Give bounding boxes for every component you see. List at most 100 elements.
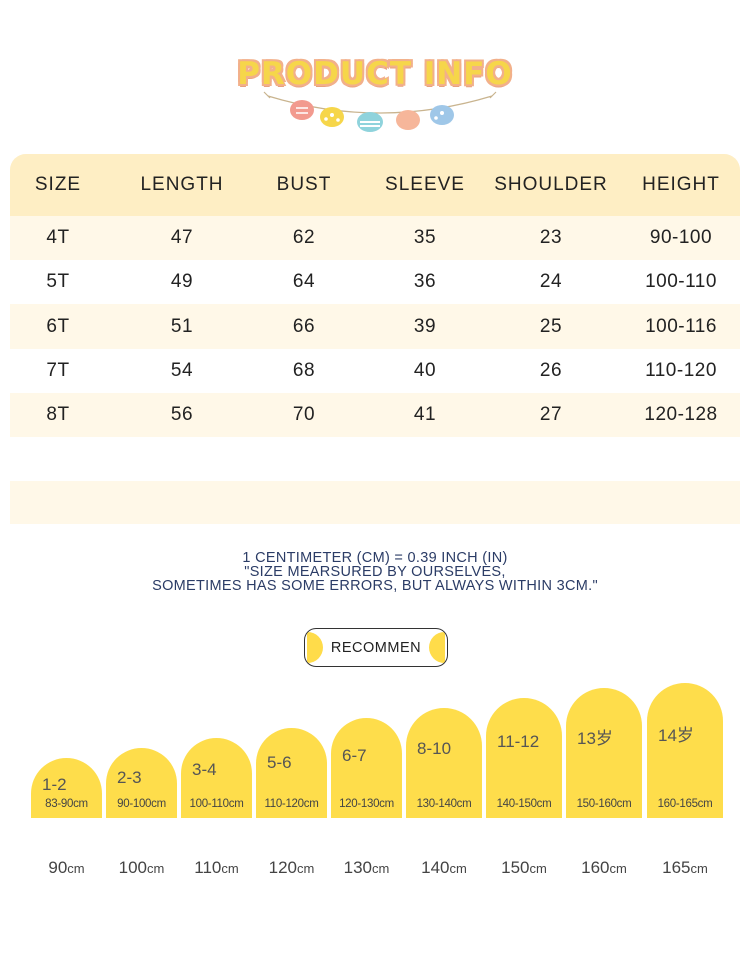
cell-size: 5T (46, 271, 70, 293)
height-range-label: 110-120cm (264, 798, 319, 810)
table-row: 7T 54 68 40 26 110-120 (10, 348, 740, 394)
cell-length: 51 (170, 315, 194, 337)
height-card: 8-10 130-140cm (406, 708, 482, 818)
conversion-note: 1 CENTIMETER (CM) = 0.39 INCH (IN) (242, 550, 508, 566)
height-value: 110 (194, 858, 222, 877)
cell-bust: 70 (292, 404, 316, 426)
cell-height: 110-120 (645, 359, 717, 381)
age-label: 11-12 (497, 731, 540, 751)
age-label: 2-3 (117, 767, 142, 787)
age-label: 5-6 (267, 753, 292, 773)
column-header-size: SIZE (34, 174, 82, 195)
age-label: 1-2 (42, 774, 67, 794)
cell-shoulder: 23 (539, 227, 563, 249)
height-range-label: 140-150cm (496, 798, 552, 810)
cell-size: 7T (46, 359, 70, 381)
table-row: 5T 49 64 36 24 100-110 (10, 260, 740, 305)
height-value: 100 (118, 858, 148, 877)
height-value-label: 160cm (566, 858, 642, 878)
cell-size: 6T (46, 315, 70, 337)
height-range-label: 150-160cm (576, 798, 632, 810)
cell-size: 4T (46, 227, 70, 249)
recommend-label: RECOMMEN (330, 639, 422, 656)
height-unit: cm (529, 861, 547, 876)
height-range-label: 83-90cm (45, 798, 88, 810)
height-unit: cm (372, 861, 390, 876)
height-card: 5-6 110-120cm (256, 728, 327, 818)
badge-left-cap (307, 632, 323, 663)
table-row: 8T 56 70 41 27 120-128 (10, 392, 740, 438)
height-value-label: 140cm (406, 858, 482, 878)
height-value-label: 165cm (647, 858, 723, 878)
column-header-length: LENGTH (140, 174, 224, 195)
cell-length: 54 (170, 359, 194, 381)
cell-height: 120-128 (644, 404, 718, 426)
height-card: 13岁 150-160cm (566, 688, 642, 818)
column-header-height: HEIGHT (642, 174, 720, 195)
cell-bust: 64 (292, 271, 316, 293)
cell-sleeve: 39 (413, 315, 437, 337)
height-card: 2-3 90-100cm (106, 748, 177, 818)
height-card: 11-12 140-150cm (486, 698, 562, 818)
cell-length: 47 (170, 227, 194, 249)
height-card: 14岁 160-165cm (647, 683, 723, 818)
cell-bust: 68 (292, 359, 316, 381)
empty-row (10, 481, 740, 524)
age-label: 6-7 (342, 746, 367, 765)
empty-row (10, 437, 740, 482)
cell-sleeve: 40 (413, 359, 437, 381)
age-label: 14岁 (658, 725, 694, 745)
height-card: 6-7 120-130cm (331, 718, 402, 818)
height-unit: cm (67, 861, 85, 876)
height-range-label: 90-100cm (117, 798, 166, 810)
cell-sleeve: 41 (413, 404, 437, 426)
height-range-label: 130-140cm (416, 798, 472, 810)
height-unit: cm (690, 861, 708, 876)
height-range-label: 160-165cm (657, 798, 713, 810)
age-label: 8-10 (417, 738, 452, 758)
height-value: 150 (501, 858, 530, 877)
cell-shoulder: 25 (539, 315, 563, 337)
column-header-bust: BUST (276, 174, 332, 195)
height-value: 140 (421, 858, 450, 877)
column-header-sleeve: SLEEVE (385, 174, 465, 195)
badge-right-cap (429, 632, 445, 663)
height-value: 120 (268, 858, 298, 877)
height-value-label: 130cm (331, 858, 402, 878)
cell-length: 56 (170, 404, 194, 426)
cell-size: 8T (46, 404, 70, 426)
height-value-label: 90cm (31, 858, 102, 878)
cell-bust: 66 (292, 315, 316, 337)
height-value: 165 (662, 858, 691, 877)
table-row: 6T 51 66 39 25 100-116 (10, 304, 740, 349)
cell-shoulder: 24 (539, 271, 563, 293)
height-value: 90 (48, 858, 68, 877)
height-unit: cm (297, 861, 315, 876)
title-banner: PRODUCT INFO (0, 48, 750, 138)
cell-sleeve: 35 (413, 227, 437, 249)
cell-sleeve: 36 (413, 271, 437, 293)
age-label: 3-4 (192, 760, 217, 780)
height-range-label: 100-110cm (189, 798, 244, 810)
size-table: SIZE LENGTH BUST SLEEVE SHOULDER HEIGHT … (10, 154, 740, 524)
height-value: 160 (581, 858, 610, 877)
bunting-decoration-icon (263, 91, 497, 132)
page-title: PRODUCT INFO (237, 56, 513, 92)
height-value-label: 100cm (106, 858, 177, 878)
height-value: 130 (343, 858, 373, 877)
height-range-label: 120-130cm (339, 798, 394, 810)
height-value-label: 150cm (486, 858, 562, 878)
height-card: 3-4 100-110cm (181, 738, 252, 818)
measurement-note-line2: SOMETIMES HAS SOME ERRORS, BUT ALWAYS WI… (152, 578, 598, 594)
size-table-header: SIZE LENGTH BUST SLEEVE SHOULDER HEIGHT (10, 154, 740, 216)
height-unit: cm (609, 861, 627, 876)
measurement-note-line1: "SIZE MEARSURED BY OURSELVES, (244, 564, 506, 580)
height-value-label: 120cm (256, 858, 327, 878)
cell-shoulder: 26 (539, 359, 563, 381)
cell-shoulder: 27 (539, 404, 563, 426)
cell-bust: 62 (292, 227, 316, 249)
age-label: 13岁 (577, 729, 613, 749)
height-card: 1-2 83-90cm (31, 758, 102, 818)
height-unit: cm (449, 861, 467, 876)
cell-height: 90-100 (649, 227, 713, 249)
